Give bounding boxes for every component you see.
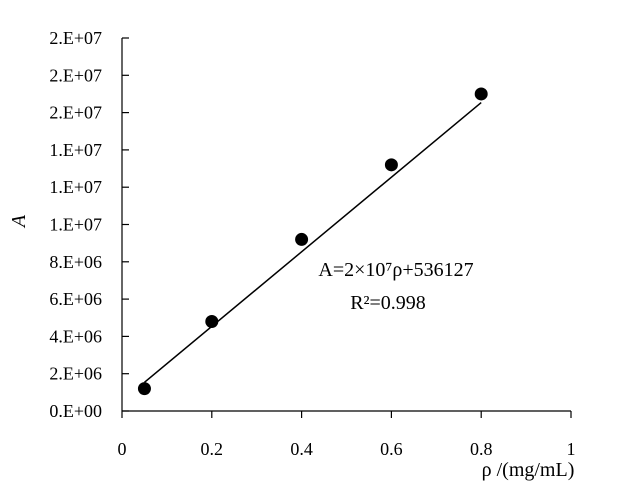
x-tick-label: 0: [118, 439, 127, 459]
y-tick-label: 2.E+07: [49, 103, 102, 123]
trendline: [143, 102, 482, 383]
y-tick-label: 4.E+06: [49, 326, 102, 346]
y-tick-label: 1.E+07: [49, 215, 102, 235]
y-axis-ticks: 0.E+00 2.E+06 4.E+06 6.E+06 8.E+06 1.E+07 1.E+…: [49, 28, 129, 421]
r-squared-label: R²=0.998: [350, 292, 426, 314]
x-axis-label: ρ /(mg/mL): [482, 459, 575, 481]
y-tick-label: 2.E+07: [49, 65, 102, 85]
x-tick-label: 0.2: [201, 439, 224, 459]
data-point: [384, 158, 398, 172]
y-axis-label: A: [8, 214, 30, 229]
y-tick-label: 1.E+07: [49, 177, 102, 197]
data-point: [137, 382, 151, 396]
regression-equation: A=2×10⁷ρ+536127: [318, 259, 473, 281]
data-point: [295, 232, 309, 246]
x-tick-label: 1: [567, 439, 576, 459]
x-tick-label: 0.6: [380, 439, 403, 459]
y-tick-label: 2.E+06: [49, 364, 102, 384]
data-points: [137, 87, 488, 396]
y-tick-label: 0.E+00: [49, 401, 102, 421]
x-tick-label: 0.4: [290, 439, 313, 459]
data-point: [205, 314, 219, 328]
y-tick-label: 1.E+07: [49, 140, 102, 160]
x-tick-label: 0.8: [470, 439, 493, 459]
data-point: [474, 87, 488, 101]
x-axis-ticks: 0 0.2 0.4 0.6 0.8 1: [118, 411, 576, 459]
y-tick-label: 6.E+06: [49, 289, 102, 309]
y-tick-label: 2.E+07: [49, 28, 102, 48]
y-tick-label: 8.E+06: [49, 252, 102, 272]
